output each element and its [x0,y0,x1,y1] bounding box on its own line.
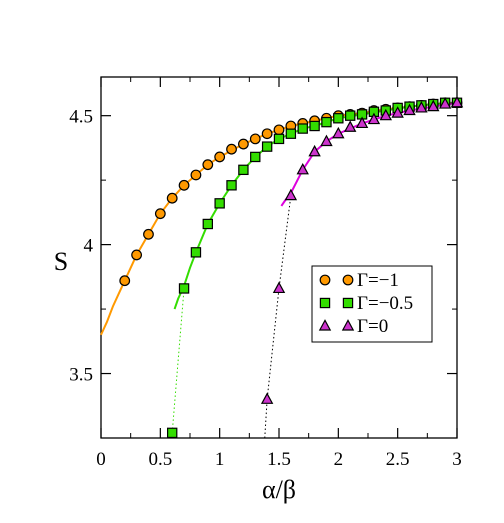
data-point-series-0 [119,275,131,287]
x-tick-label: 2.5 [386,449,410,470]
connector-series-2 [264,195,292,439]
data-point-series-0 [261,128,273,140]
data-point-series-1 [261,141,273,152]
data-point-series-2 [332,126,345,139]
y-axis-ticks: 3.5 4 4.5 [69,107,457,439]
x-tick-label: 3 [452,449,462,470]
legend-label-series-0: Γ=−1 [357,270,399,291]
data-point-series-1 [309,120,320,132]
x-tick-label: 1.5 [267,449,291,470]
data-point-series-2 [391,106,404,118]
data-point-series-2 [260,392,274,404]
fit-curve-series-2 [280,101,458,207]
connector-series-1 [171,288,185,433]
y-tick-label: 4 [84,236,94,257]
data-point-series-2 [415,101,428,113]
data-point-series-1 [214,198,225,209]
data-point-series-0 [237,138,249,150]
data-point-series-1 [190,247,202,258]
data-point-series-0 [166,192,178,204]
legend-marker-series-0 [319,274,331,286]
data-point-series-0 [154,208,166,220]
data-point-series-1 [285,128,297,139]
data-point-series-0 [249,133,261,145]
data-point-series-1 [297,123,308,134]
data-point-series-2 [367,112,381,125]
data-point-series-1 [250,151,261,163]
data-point-series-0 [202,159,214,171]
data-point-series-0 [214,151,226,163]
data-point-series-2 [320,134,333,147]
data-point-series-2 [379,108,393,121]
data-point-series-0 [178,179,190,191]
data-point-series-1 [178,283,190,294]
data-markers [119,95,464,439]
data-point-series-1 [333,113,344,124]
data-point-series-2 [308,144,321,157]
y-axis-label: S [54,247,68,276]
x-tick-label: 2 [334,449,344,470]
x-axis-ticks: 0 0.5 1 1.5 2 2.5 3 [96,77,462,470]
x-tick-label: 0.5 [148,449,172,470]
data-point-series-2 [438,97,452,109]
legend-marker-series-2 [318,319,332,331]
legend-label-series-1: Γ=−0.5 [357,293,413,314]
data-point-series-2 [427,99,440,112]
data-point-series-1 [226,180,237,191]
legend-marker-series-0 [342,274,354,286]
data-point-series-0 [226,143,237,155]
y-tick-label: 3.5 [69,365,93,386]
data-point-series-0 [131,249,143,261]
legend: Γ=−1Γ=−0.5Γ=0 [311,265,433,343]
x-tick-label: 0 [96,449,106,470]
data-point-series-1 [345,110,356,121]
data-point-series-1 [321,116,332,128]
legend-box [311,265,433,343]
data-point-series-2 [272,281,286,294]
legend-marker-series-1 [319,297,331,309]
data-point-series-0 [143,228,154,240]
legend-label-series-2: Γ=0 [357,316,388,337]
data-point-series-2 [284,188,298,201]
data-point-series-1 [202,218,213,230]
data-point-series-2 [355,116,369,129]
data-point-series-2 [343,120,357,132]
data-point-series-1 [273,133,285,145]
x-axis-label: α/β [262,475,296,504]
data-point-series-0 [273,124,285,136]
data-point-series-1 [238,164,249,176]
data-point-series-2 [450,95,464,108]
data-point-series-0 [190,169,202,181]
data-point-series-2 [296,162,309,175]
connector-lines [171,195,292,439]
y-tick-label: 4.5 [69,107,93,128]
legend-marker-series-2 [341,319,355,331]
data-point-series-1 [167,427,178,439]
data-point-series-2 [403,103,416,116]
x-tick-label: 1 [215,449,225,470]
legend-marker-series-1 [342,297,354,309]
